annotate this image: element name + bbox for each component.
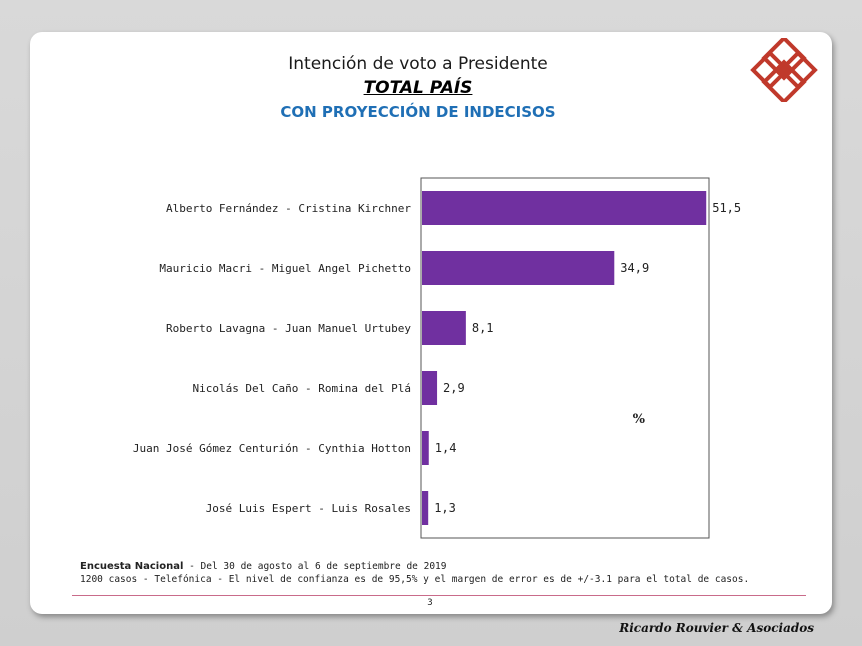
plot-frame <box>420 177 710 539</box>
category-label: Juan José Gómez Centurión - Cynthia Hott… <box>133 442 411 455</box>
bar <box>422 491 429 525</box>
chart-subtitle-2: CON PROYECCIÓN DE INDECISOS <box>280 103 556 121</box>
chart-subtitle: TOTAL PAÍS <box>363 78 473 98</box>
bar <box>422 251 615 285</box>
data-label: 34,9 <box>620 261 649 275</box>
data-label: 8,1 <box>472 321 494 335</box>
chart-title: Intención de voto a Presidente <box>288 54 548 74</box>
category-label: Alberto Fernández - Cristina Kirchner <box>166 202 411 215</box>
unit-label: % <box>633 412 646 427</box>
title-block: Intención de voto a Presidente TOTAL PAÍ… <box>0 52 836 124</box>
category-label: Roberto Lavagna - Juan Manuel Urtubey <box>166 322 411 335</box>
company-logo-icon <box>750 38 818 102</box>
bar <box>422 311 466 345</box>
footer-lead: Encuesta Nacional <box>80 561 184 572</box>
data-label: 1,4 <box>435 441 457 455</box>
footer-divider <box>72 595 806 596</box>
page-number: 3 <box>427 598 433 608</box>
bar <box>422 371 438 405</box>
bar <box>422 431 429 465</box>
category-label: Mauricio Macri - Miguel Angel Pichetto <box>159 262 411 275</box>
category-label: José Luis Espert - Luis Rosales <box>206 502 411 515</box>
footer-line-1: - Del 30 de agosto al 6 de septiembre de… <box>183 561 447 572</box>
footer-line-2: 1200 casos - Telefónica - El nivel de co… <box>80 574 750 585</box>
data-label: 2,9 <box>443 381 465 395</box>
footer-notes: Encuesta Nacional - Del 30 de agosto al … <box>80 560 749 586</box>
data-label: 1,3 <box>434 501 456 515</box>
bar <box>422 191 707 225</box>
category-label: Nicolás Del Caño - Romina del Plá <box>192 382 411 395</box>
data-label: 51,5 <box>712 201 741 215</box>
brand-name: Ricardo Rouvier & Asociados <box>619 621 814 635</box>
